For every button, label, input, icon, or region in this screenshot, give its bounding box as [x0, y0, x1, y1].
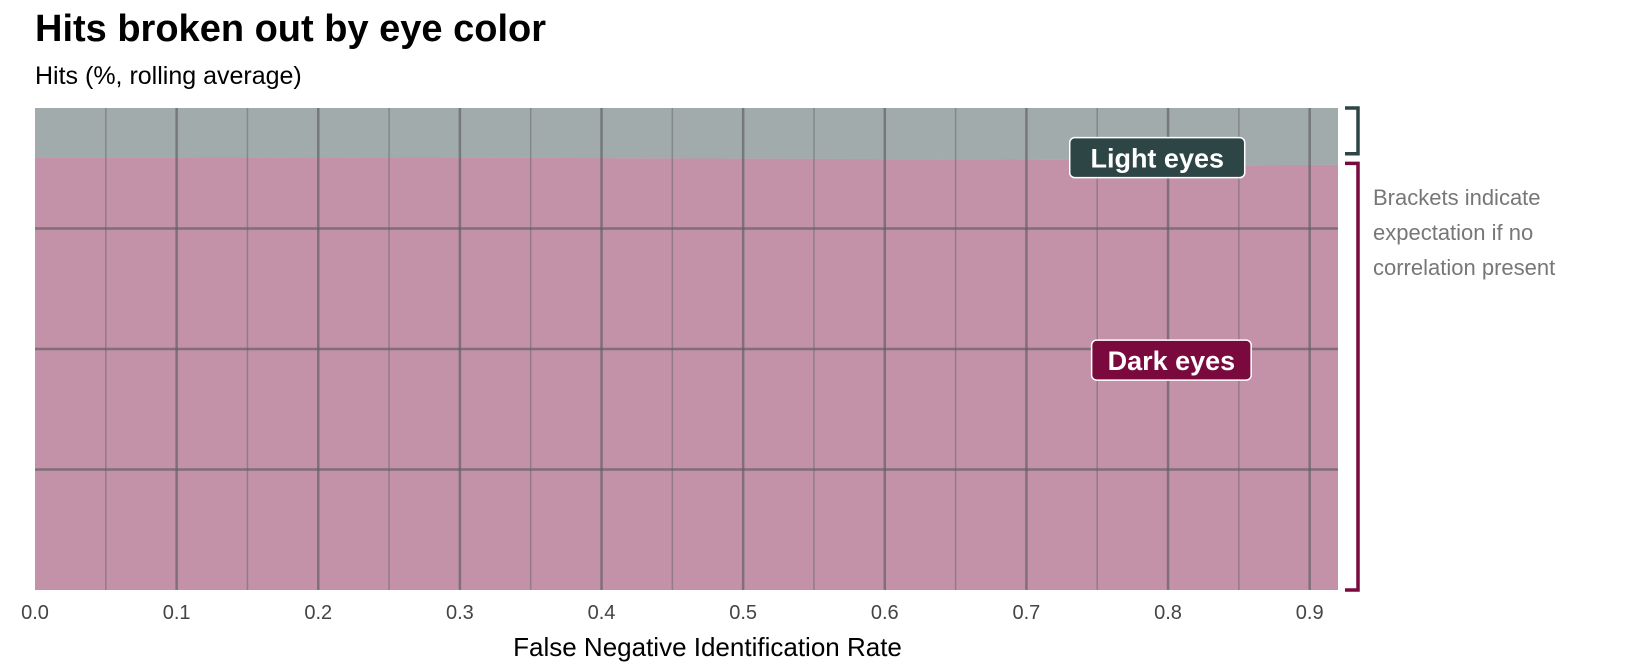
area-light-eyes — [35, 108, 1338, 166]
x-tick-label: 0.5 — [729, 602, 757, 624]
x-tick-label: 0.0 — [21, 602, 49, 624]
series-label-text: Light eyes — [1090, 144, 1224, 174]
series-label-text: Dark eyes — [1108, 346, 1236, 376]
chart-title: Hits broken out by eye color — [35, 8, 546, 50]
x-tick-label: 0.4 — [588, 602, 616, 624]
x-tick-label: 0.3 — [446, 602, 474, 624]
x-axis-label: False Negative Identification Rate — [513, 632, 902, 662]
x-tick-label: 0.7 — [1013, 602, 1041, 624]
series-label-dark-eyes: Dark eyes — [1090, 339, 1252, 381]
series-label-light-eyes: Light eyes — [1068, 136, 1246, 179]
x-tick-label: 0.6 — [871, 602, 899, 624]
x-tick-layer: 0.0 0.1 0.2 0.3 0.4 0.5 0.6 0.7 0.8 0.9 — [21, 602, 1323, 624]
bracket-light-eyes — [1345, 106, 1360, 156]
area-layer — [35, 108, 1338, 590]
grid-layer — [35, 108, 1338, 590]
x-tick-label: 0.2 — [304, 602, 332, 624]
bracket-annotation: Brackets indicate expectation if no corr… — [1373, 185, 1556, 280]
bracket-dark-eyes — [1345, 161, 1360, 592]
x-tick-label: 0.8 — [1154, 602, 1182, 624]
x-tick-label: 0.9 — [1296, 602, 1324, 624]
bracket-layer — [1345, 106, 1360, 592]
area-dark-eyes — [35, 157, 1338, 590]
chart-subtitle: Hits (%, rolling average) — [35, 62, 302, 90]
series-label-box — [1068, 136, 1246, 179]
series-label-box — [1090, 339, 1252, 381]
x-tick-label: 0.1 — [163, 602, 191, 624]
series-label-layer: Light eyes Dark eyes — [1068, 136, 1252, 381]
